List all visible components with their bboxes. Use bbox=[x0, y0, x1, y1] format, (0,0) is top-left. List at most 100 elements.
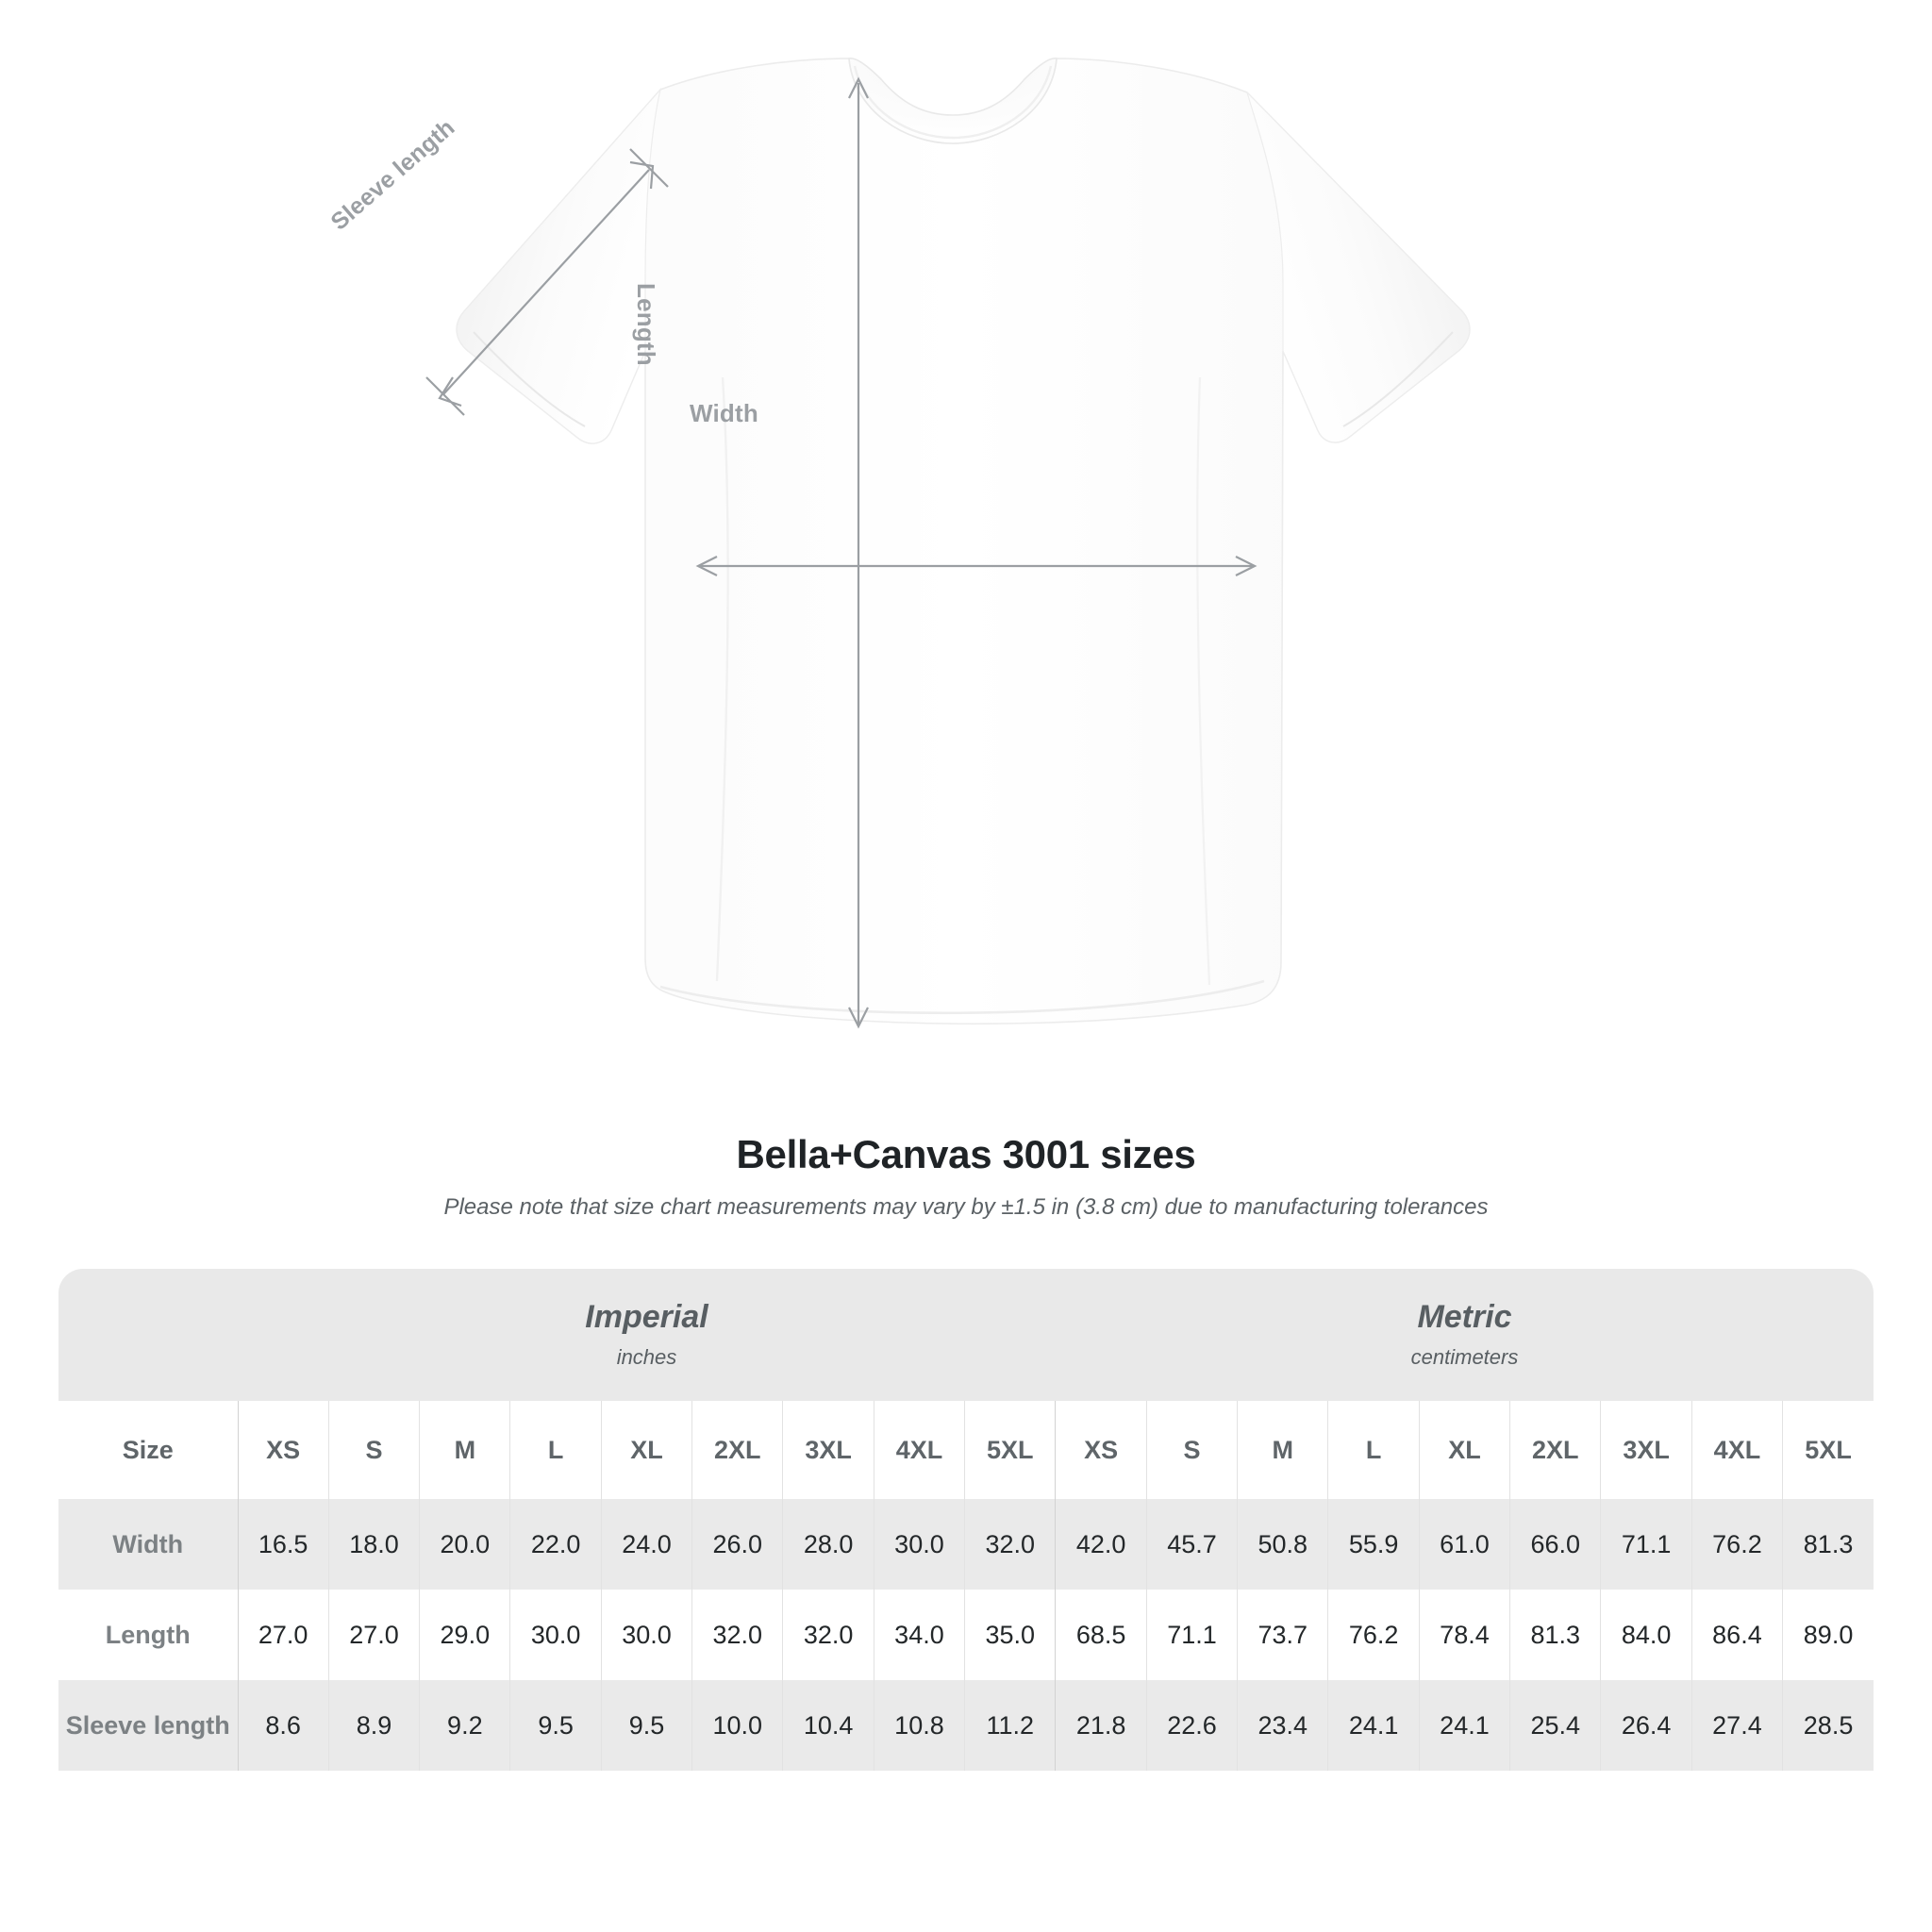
cell-length-metric-m: 73.7 bbox=[1237, 1590, 1328, 1680]
cell-sleeve-metric-xs: 21.8 bbox=[1055, 1680, 1147, 1771]
cell-value: 66.0 bbox=[1530, 1529, 1581, 1558]
cell-value: 71.1 bbox=[1621, 1529, 1672, 1558]
sleeve-length-arrow bbox=[425, 148, 669, 416]
cell-value: 34.0 bbox=[894, 1620, 944, 1649]
cell-width-metric-xl: 61.0 bbox=[1418, 1499, 1510, 1590]
cell-length-imperial-xl: 30.0 bbox=[600, 1590, 692, 1680]
page-title: Bella+Canvas 3001 sizes bbox=[736, 1132, 1196, 1176]
unit-group-metric-unit: centimeters bbox=[1410, 1344, 1519, 1369]
col-header-text: M bbox=[1272, 1435, 1294, 1464]
row-label-text: Width bbox=[112, 1529, 184, 1558]
tolerance-note: Please note that size chart measurements… bbox=[443, 1194, 1489, 1220]
cell-width-imperial-s: 18.0 bbox=[327, 1499, 420, 1590]
cell-value: 76.2 bbox=[1712, 1529, 1762, 1558]
col-header-imperial-xl: XL bbox=[600, 1401, 692, 1499]
cell-sleeve-imperial-xl: 9.5 bbox=[600, 1680, 692, 1771]
unit-group-spacer bbox=[58, 1269, 238, 1401]
col-header-text: L bbox=[547, 1435, 564, 1464]
cell-value: 89.0 bbox=[1803, 1620, 1854, 1649]
cell-value: 25.4 bbox=[1530, 1710, 1581, 1740]
cell-value: 30.0 bbox=[894, 1529, 944, 1558]
cell-sleeve-imperial-3xl: 10.4 bbox=[782, 1680, 874, 1771]
cell-sleeve-metric-5xl: 28.5 bbox=[1782, 1680, 1874, 1771]
cell-length-imperial-5xl: 35.0 bbox=[964, 1590, 1056, 1680]
cell-width-metric-xs: 42.0 bbox=[1055, 1499, 1147, 1590]
cell-value: 78.4 bbox=[1440, 1620, 1490, 1649]
row-label-text: Length bbox=[105, 1620, 191, 1649]
cell-value: 71.1 bbox=[1167, 1620, 1217, 1649]
cell-width-metric-s: 45.7 bbox=[1145, 1499, 1238, 1590]
col-header-imperial-xs: XS bbox=[237, 1401, 329, 1499]
row-label-width: Width bbox=[58, 1499, 238, 1590]
cell-length-metric-xl: 78.4 bbox=[1418, 1590, 1510, 1680]
col-header-imperial-4xl: 4XL bbox=[873, 1401, 965, 1499]
cell-length-imperial-m: 29.0 bbox=[419, 1590, 510, 1680]
cell-value: 10.4 bbox=[803, 1710, 854, 1740]
cell-width-imperial-xs: 16.5 bbox=[237, 1499, 329, 1590]
cell-width-imperial-2xl: 26.0 bbox=[691, 1499, 783, 1590]
cell-value: 32.0 bbox=[803, 1620, 854, 1649]
cell-length-imperial-2xl: 32.0 bbox=[691, 1590, 783, 1680]
tshirt-illustration bbox=[425, 58, 1471, 1029]
size-label-text: Size bbox=[122, 1435, 174, 1464]
cell-value: 9.2 bbox=[447, 1710, 483, 1740]
row-label-text: Sleeve length bbox=[65, 1710, 230, 1740]
cell-value: 76.2 bbox=[1348, 1620, 1399, 1649]
unit-group-metric-name: Metric bbox=[1417, 1299, 1512, 1336]
col-header-metric-xl: XL bbox=[1418, 1401, 1510, 1499]
col-header-text: XL bbox=[630, 1435, 663, 1464]
cell-length-metric-l: 76.2 bbox=[1327, 1590, 1420, 1680]
col-header-imperial-m: M bbox=[419, 1401, 510, 1499]
cell-value: 27.0 bbox=[349, 1620, 399, 1649]
cell-width-imperial-4xl: 30.0 bbox=[873, 1499, 965, 1590]
cell-sleeve-metric-s: 22.6 bbox=[1145, 1680, 1238, 1771]
size-header-label: Size bbox=[58, 1401, 238, 1499]
cell-sleeve-imperial-l: 9.5 bbox=[509, 1680, 602, 1771]
unit-group-metric: Metric centimeters bbox=[1055, 1269, 1874, 1401]
cell-value: 22.6 bbox=[1167, 1710, 1217, 1740]
cell-width-metric-4xl: 76.2 bbox=[1690, 1499, 1783, 1590]
cell-sleeve-metric-4xl: 27.4 bbox=[1690, 1680, 1783, 1771]
cell-value: 84.0 bbox=[1621, 1620, 1672, 1649]
cell-value: 24.1 bbox=[1440, 1710, 1490, 1740]
col-header-text: 2XL bbox=[1532, 1435, 1579, 1464]
table-row-sleeve-length: Sleeve length 8.6 8.9 9.2 9.5 9.5 10.0 1… bbox=[58, 1680, 1874, 1771]
cell-value: 61.0 bbox=[1440, 1529, 1490, 1558]
col-header-metric-m: M bbox=[1237, 1401, 1328, 1499]
cell-sleeve-metric-m: 23.4 bbox=[1237, 1680, 1328, 1771]
size-chart-table: Imperial inches Metric centimeters Size … bbox=[58, 1269, 1874, 1771]
cell-value: 42.0 bbox=[1075, 1529, 1126, 1558]
cell-sleeve-metric-l: 24.1 bbox=[1327, 1680, 1420, 1771]
cell-width-imperial-5xl: 32.0 bbox=[964, 1499, 1056, 1590]
cell-value: 35.0 bbox=[985, 1620, 1036, 1649]
cell-value: 50.8 bbox=[1257, 1529, 1308, 1558]
cell-value: 86.4 bbox=[1712, 1620, 1762, 1649]
col-header-imperial-3xl: 3XL bbox=[782, 1401, 874, 1499]
cell-length-metric-3xl: 84.0 bbox=[1600, 1590, 1692, 1680]
cell-value: 27.0 bbox=[258, 1620, 308, 1649]
cell-value: 24.0 bbox=[622, 1529, 672, 1558]
col-header-text: 5XL bbox=[1805, 1435, 1852, 1464]
cell-value: 32.0 bbox=[712, 1620, 763, 1649]
cell-width-metric-l: 55.9 bbox=[1327, 1499, 1420, 1590]
cell-value: 28.0 bbox=[803, 1529, 854, 1558]
measurement-guides bbox=[425, 76, 1257, 1029]
cell-value: 16.5 bbox=[258, 1529, 308, 1558]
row-label-length: Length bbox=[58, 1590, 238, 1680]
cell-sleeve-metric-2xl: 25.4 bbox=[1509, 1680, 1601, 1771]
cell-length-imperial-xs: 27.0 bbox=[237, 1590, 329, 1680]
col-header-imperial-5xl: 5XL bbox=[964, 1401, 1056, 1499]
cell-sleeve-metric-xl: 24.1 bbox=[1418, 1680, 1510, 1771]
cell-length-imperial-s: 27.0 bbox=[327, 1590, 420, 1680]
cell-sleeve-imperial-s: 8.9 bbox=[327, 1680, 420, 1771]
col-header-metric-4xl: 4XL bbox=[1690, 1401, 1783, 1499]
col-header-text: 3XL bbox=[1623, 1435, 1670, 1464]
width-arrow bbox=[695, 556, 1257, 576]
cell-value: 55.9 bbox=[1348, 1529, 1399, 1558]
cell-value: 8.6 bbox=[265, 1710, 301, 1740]
cell-value: 10.0 bbox=[712, 1710, 763, 1740]
cell-sleeve-imperial-2xl: 10.0 bbox=[691, 1680, 783, 1771]
cell-length-metric-2xl: 81.3 bbox=[1509, 1590, 1601, 1680]
size-header-row: Size XS S M L XL 2XL 3XL 4XL 5XL XS S M … bbox=[58, 1401, 1874, 1499]
unit-group-row: Imperial inches Metric centimeters bbox=[58, 1269, 1874, 1401]
